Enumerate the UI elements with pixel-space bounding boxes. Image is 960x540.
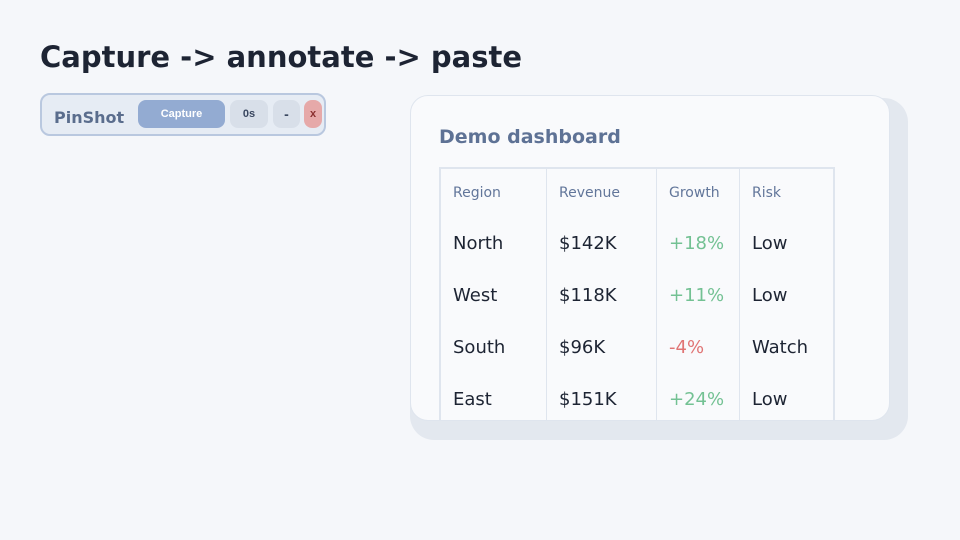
table-row: East $151K +24% Low xyxy=(439,373,835,420)
table-cell: Low xyxy=(739,269,835,321)
table-row: West $118K +11% Low xyxy=(439,269,835,321)
close-button[interactable]: x xyxy=(304,100,322,128)
table-cell: -4% xyxy=(656,321,740,373)
header-row: Region Revenue Growth Risk xyxy=(439,168,835,217)
table-row: South $96K -4% Watch xyxy=(439,321,835,373)
data-table: Region Revenue Growth Risk North $142K +18% Lo… xyxy=(439,167,835,420)
table-cell: Low xyxy=(739,217,835,269)
minimize-button[interactable]: - xyxy=(273,100,300,128)
table-cell: +18% xyxy=(656,217,740,269)
table-cell: Low xyxy=(739,373,835,420)
table-cell: +24% xyxy=(656,373,740,420)
table-cell: $96K xyxy=(546,321,657,373)
table-cell: North xyxy=(439,217,547,269)
app-name: PinShot xyxy=(54,108,125,127)
timer-button[interactable]: 0s xyxy=(230,100,268,128)
toolbar: PinShot Capture 0s - x xyxy=(40,93,326,136)
table-row: North $142K +18% Low xyxy=(439,217,835,269)
table-cell: +11% xyxy=(656,269,740,321)
table-cell: South xyxy=(439,321,547,373)
table-cell: $118K xyxy=(546,269,657,321)
table-cell: $151K xyxy=(546,373,657,420)
table-cell: East xyxy=(439,373,547,420)
dashboard-title: Demo dashboard xyxy=(439,126,621,148)
dashboard-card: Demo dashboard Region Revenue Growth Risk N… xyxy=(410,95,890,421)
column-header: Region xyxy=(439,168,547,217)
table-cell: Watch xyxy=(739,321,835,373)
table-cell: West xyxy=(439,269,547,321)
column-header: Revenue xyxy=(546,168,657,217)
page-title: Capture -> annotate -> paste xyxy=(40,40,523,74)
capture-button[interactable]: Capture xyxy=(138,100,225,128)
column-header: Growth xyxy=(656,168,740,217)
table-cell: $142K xyxy=(546,217,657,269)
column-header: Risk xyxy=(739,168,835,217)
